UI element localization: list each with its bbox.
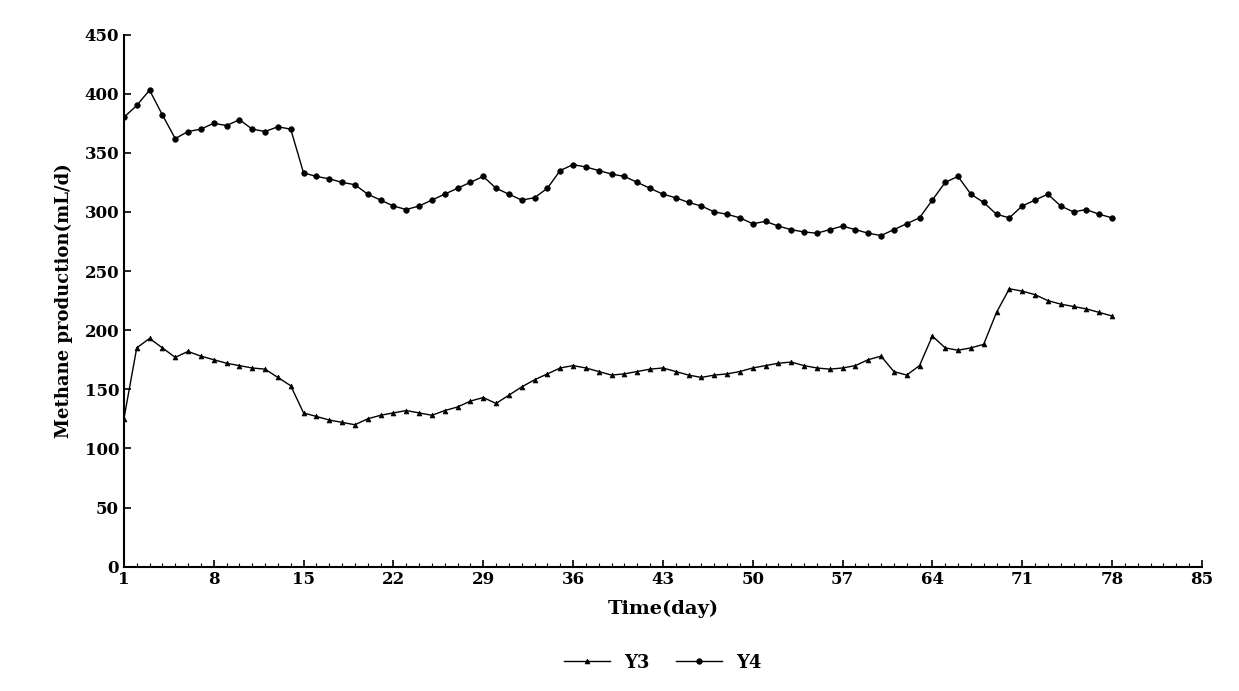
Y3 [553,364,567,372]
Y4 [873,231,888,240]
Y3 [181,348,196,356]
Legend: Y3, Y4: Y3, Y4 [555,645,771,681]
Y4 [629,178,644,187]
Y4 [553,167,567,175]
Y-axis label: Methane production(mL/d): Methane production(mL/d) [55,163,73,438]
Y4 [450,184,465,192]
Y3 [347,421,362,429]
Y3 [1002,285,1017,293]
Line: Y3: Y3 [121,286,1114,427]
Y4 [142,86,157,94]
Y3 [629,368,644,376]
Y3 [284,381,299,390]
Y3 [116,415,131,423]
Y4 [296,169,311,177]
Y3 [1104,312,1119,320]
X-axis label: Time(day): Time(day) [607,600,719,618]
Y4 [116,113,131,122]
Y4 [835,222,850,230]
Y3 [450,403,465,411]
Y3 [835,364,850,372]
Y4 [193,125,208,133]
Y4 [1104,214,1119,222]
Line: Y4: Y4 [121,87,1115,238]
